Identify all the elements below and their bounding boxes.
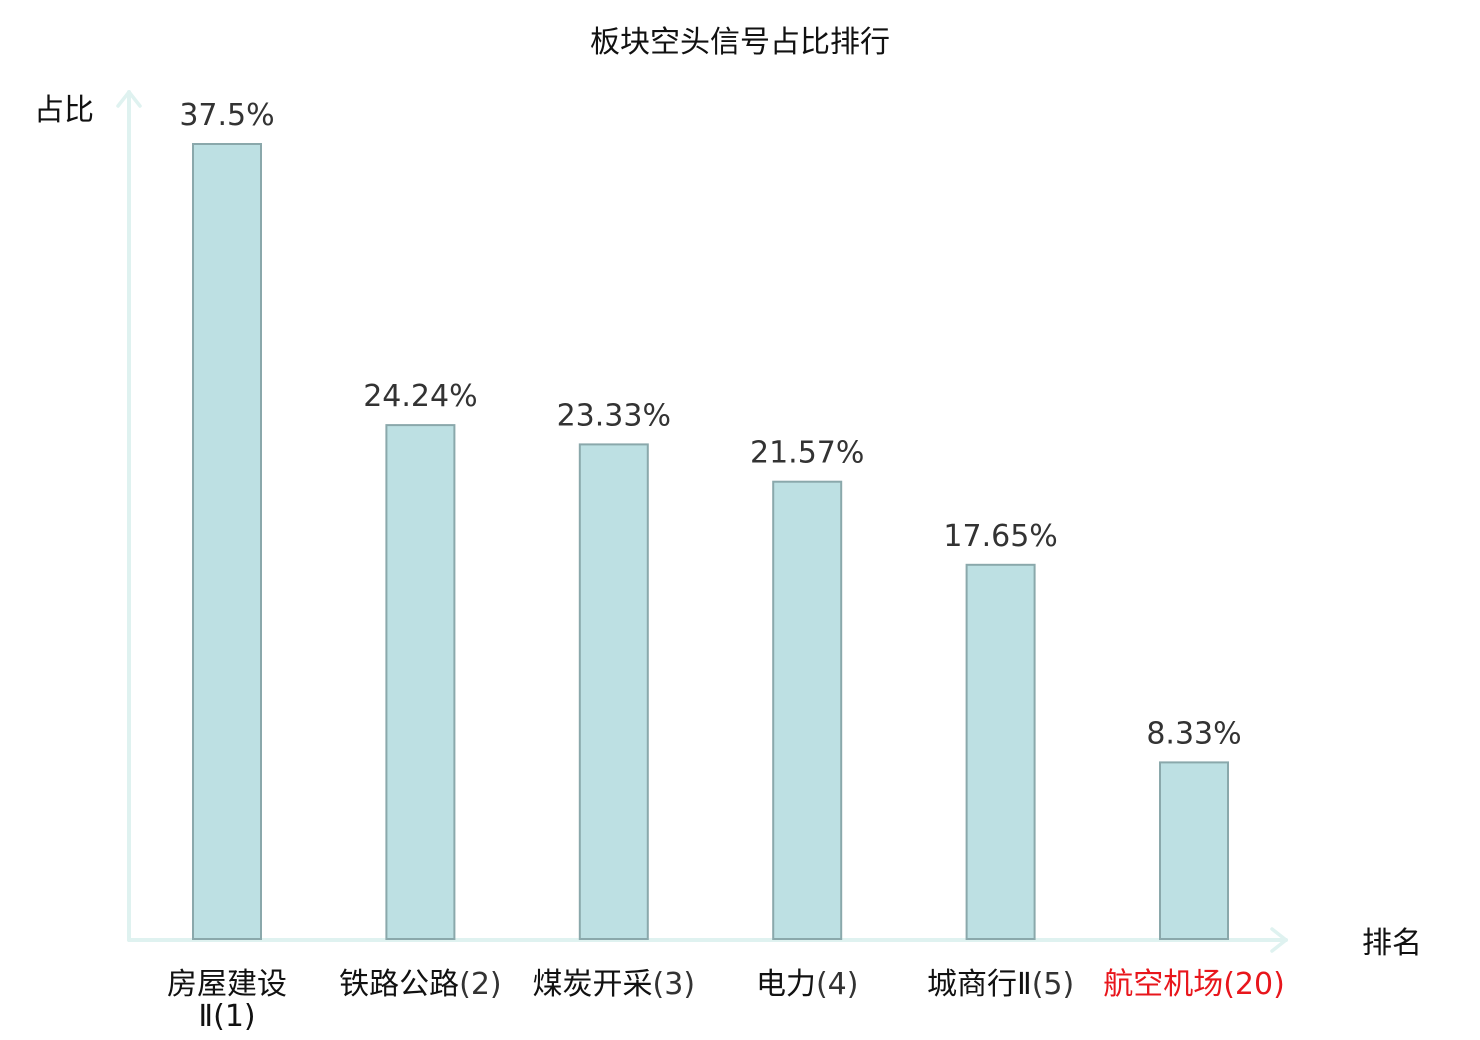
category-rank: (4) (816, 967, 859, 1002)
bar-6 (1159, 761, 1229, 941)
x-axis-label: 排名 (1362, 926, 1422, 961)
category-label-4: 电力(4) (756, 967, 859, 1002)
value-label-1: 37.5% (179, 98, 274, 133)
value-label-4: 21.57% (750, 436, 864, 471)
category-rank: (20) (1223, 967, 1285, 1002)
category-label-1: 房屋建设 (167, 967, 287, 1002)
chart-title: 板块空头信号占比排行 (590, 25, 890, 60)
x-axis-arrow (1270, 927, 1288, 953)
category-label-6: 航空机场(20) (1103, 967, 1285, 1002)
value-label-6: 8.33% (1146, 716, 1241, 751)
y-axis-arrow (116, 90, 142, 108)
value-label-5: 17.65% (943, 519, 1057, 554)
bar-2 (385, 424, 456, 941)
bar-4 (772, 480, 843, 940)
category-label-3: 煤炭开采(3) (533, 967, 696, 1002)
y-axis-label: 占比 (34, 93, 94, 128)
category-label-5: 城商行Ⅱ(5) (927, 967, 1074, 1002)
category-rank: (5) (1032, 967, 1075, 1002)
value-label-2: 24.24% (363, 379, 477, 414)
category-name: 航空机场 (1103, 967, 1223, 1002)
bar-3 (578, 443, 649, 940)
category-label-2: 铁路公路(2) (339, 967, 502, 1002)
category-name: 城商行Ⅱ (927, 967, 1032, 1002)
category-label-1-line2: Ⅱ(1) (198, 999, 255, 1034)
value-label-3: 23.33% (557, 398, 671, 433)
bar-1 (192, 143, 262, 940)
category-rank: (3) (653, 967, 696, 1002)
category-name: 电力 (756, 967, 816, 1002)
category-name: 铁路公路 (339, 967, 459, 1002)
category-rank: (2) (459, 967, 502, 1002)
bar-5 (965, 563, 1036, 940)
category-name: 煤炭开采 (533, 967, 653, 1002)
